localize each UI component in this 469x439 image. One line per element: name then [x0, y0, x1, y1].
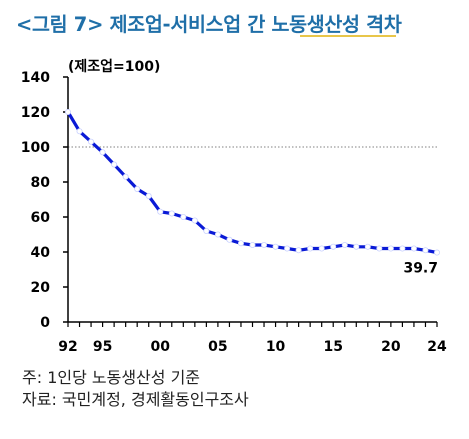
y-tick-label: 40 — [31, 245, 51, 261]
data-point — [76, 128, 83, 135]
data-point — [422, 247, 429, 254]
chart-title: <그림 7> 제조업-서비스업 간 노동생산성 격차 — [16, 13, 402, 36]
title-underline — [300, 35, 396, 37]
data-points-layer — [65, 109, 440, 256]
footnote: 주: 1인당 노동생산성 기준 — [22, 368, 201, 387]
x-tick-label: 92 — [58, 339, 77, 355]
data-point — [122, 173, 129, 180]
data-point — [318, 245, 325, 252]
series-line-layer — [66, 111, 438, 255]
data-point — [341, 241, 348, 248]
data-point — [226, 236, 233, 243]
data-point — [399, 245, 406, 252]
data-point — [180, 213, 187, 220]
data-point — [134, 185, 141, 192]
x-tick-label: 00 — [151, 339, 171, 355]
labels-layer: 39.7 — [403, 261, 438, 277]
data-point — [376, 245, 383, 252]
axes-layer: 0 20 40 60 80 100 120 140 92 95 00 05 10 15 20 24 — [21, 70, 447, 355]
data-point — [295, 247, 302, 254]
data-point — [261, 241, 268, 248]
data-point — [364, 243, 371, 250]
data-point — [249, 241, 256, 248]
data-point — [410, 245, 417, 252]
data-point — [237, 240, 244, 247]
data-point — [88, 138, 95, 145]
data-point — [353, 243, 360, 250]
x-tick-label: 95 — [93, 339, 112, 355]
series-line — [66, 111, 438, 255]
x-tick-label: 15 — [323, 339, 342, 355]
data-point — [307, 245, 314, 252]
data-point — [157, 208, 164, 215]
data-point — [99, 149, 106, 156]
data-point — [191, 217, 198, 224]
y-tick-label: 80 — [31, 175, 51, 191]
data-point — [168, 210, 175, 217]
data-label: 39.7 — [403, 261, 438, 277]
y-tick-label: 100 — [21, 140, 50, 156]
x-tick-label: 20 — [381, 339, 401, 355]
y-tick-label: 140 — [21, 70, 50, 86]
data-point — [284, 245, 291, 252]
x-tick-label: 10 — [266, 339, 286, 355]
data-point — [387, 245, 394, 252]
source-note: 자료: 국민계정, 경제활동인구조사 — [22, 390, 249, 409]
y-tick-label: 20 — [31, 280, 51, 296]
unit-label: (제조업=100) — [68, 59, 160, 75]
y-tick-label: 0 — [40, 315, 50, 331]
data-point — [111, 161, 118, 168]
x-tick-label: 05 — [208, 339, 227, 355]
y-tick-label: 60 — [31, 210, 51, 226]
data-point — [145, 192, 152, 199]
data-point — [272, 243, 279, 250]
data-point — [65, 109, 72, 116]
data-point — [330, 243, 337, 250]
y-tick-label: 120 — [21, 105, 50, 121]
x-tick-label: 24 — [427, 339, 447, 355]
data-point — [214, 231, 221, 238]
data-point — [433, 249, 440, 256]
data-point — [203, 227, 210, 234]
